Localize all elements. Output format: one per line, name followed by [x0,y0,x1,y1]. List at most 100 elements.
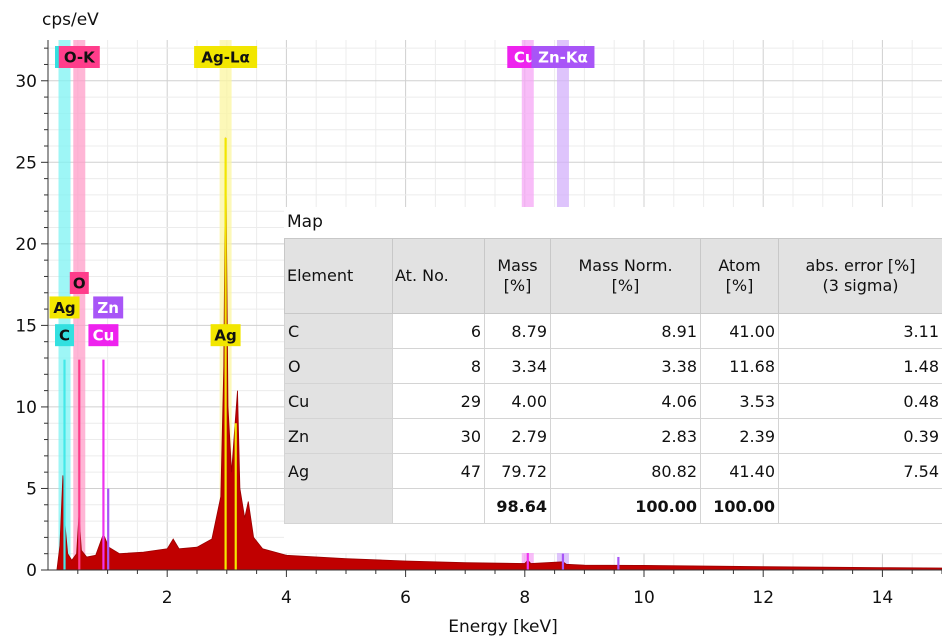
cell-element: O [284,348,393,384]
y-tick-label: 30 [15,72,37,92]
cell-mass-norm: 3.38 [550,348,701,384]
cell-mass-norm: 4.06 [550,383,701,419]
chart-axes [41,40,942,577]
cell-total-at-no [392,488,485,524]
x-tick-label: 2 [162,588,173,608]
x-tick-label: 8 [519,588,530,608]
table-row: Cu 29 4.00 4.06 3.53 0.48 [284,383,942,419]
cell-element: Ag [284,453,393,489]
peak-element-label: Zn [93,296,124,319]
element-lines [63,137,620,570]
cell-total-abs-error [778,488,942,524]
y-tick-label: 20 [15,235,37,255]
y-axis-title: cps/eV [42,10,99,30]
cell-at-no: 6 [392,313,485,349]
header-mass-line1: Mass [497,256,538,275]
label-box [69,271,89,294]
label-text: Ag [214,327,236,345]
cell-atom: 2.39 [700,418,779,454]
table-total-row: 98.64 100.00 100.00 [284,488,942,524]
x-tick-label: 4 [281,588,292,608]
results-table-title: Map [287,212,323,232]
cell-at-no: 29 [392,383,485,419]
cell-abs-error: 0.39 [778,418,942,454]
x-axis-title: Energy [keV] [448,617,558,637]
cell-mass-norm: 8.91 [550,313,701,349]
label-text: Ag-Lα [201,49,249,67]
peak-element-label: Cu [88,324,119,347]
cell-at-no: 8 [392,348,485,384]
cell-total-mass-norm: 100.00 [550,488,701,524]
peak-element-label: C [55,324,75,347]
label-box [531,46,595,68]
header-element: Element [284,238,393,314]
label-box [194,46,258,68]
label-text: Ag [53,299,75,317]
peak-element-label: Ag [49,296,80,319]
cell-mass-norm: 80.82 [550,453,701,489]
header-mass-norm-line1: Mass Norm. [578,256,673,275]
cell-mass-norm: 2.83 [550,418,701,454]
cell-abs-error: 1.48 [778,348,942,384]
label-box [55,324,75,347]
cell-total-element [284,488,393,524]
peak-element-label: Ag [210,324,241,347]
table-row: Zn 30 2.79 2.83 2.39 0.39 [284,418,942,454]
peak-element-label: O [69,271,89,294]
x-tick-label: 12 [752,588,774,608]
y-tick-label: 5 [26,479,37,499]
label-text: C [59,327,70,345]
label-text: Cu [93,327,115,345]
cell-element: Zn [284,418,393,454]
cell-atom: 41.40 [700,453,779,489]
header-at-no: At. No. [392,238,485,314]
cell-abs-error: 3.11 [778,313,942,349]
header-abs-error-line1: abs. error [%] [805,256,916,275]
top-element-label: Ag-Lα [194,46,258,68]
label-text: O [73,274,86,292]
label-box [88,324,119,347]
table-row: C 6 8.79 8.91 41.00 3.11 [284,313,942,349]
cell-total-mass: 98.64 [484,488,551,524]
header-atom: Atom [%] [700,238,779,314]
table-row: Ag 47 79.72 80.82 41.40 7.54 [284,453,942,489]
header-mass-norm-line2: [%] [611,276,640,295]
label-box [210,324,241,347]
cell-atom: 11.68 [700,348,779,384]
y-tick-label: 25 [15,153,37,173]
cell-mass: 2.79 [484,418,551,454]
cell-element: Cu [284,383,393,419]
y-tick-label: 10 [15,398,37,418]
x-tick-label: 14 [872,588,894,608]
header-mass-norm: Mass Norm. [%] [550,238,701,314]
label-box [93,296,124,319]
cell-atom: 3.53 [700,383,779,419]
label-box [49,296,80,319]
cell-mass: 4.00 [484,383,551,419]
table-row: O 8 3.34 3.38 11.68 1.48 [284,348,942,384]
header-mass: Mass [%] [484,238,551,314]
header-atom-line1: Atom [718,256,761,275]
header-abs-error: abs. error [%] (3 sigma) [778,238,942,314]
label-text: Zn-Kα [538,49,588,67]
label-text: Zn [97,299,119,317]
y-tick-label: 15 [15,316,37,336]
cell-at-no: 47 [392,453,485,489]
cell-abs-error: 0.48 [778,383,942,419]
cell-atom: 41.00 [700,313,779,349]
cell-total-atom: 100.00 [700,488,779,524]
x-tick-label: 10 [633,588,655,608]
results-header-row: Element At. No. Mass [%] Mass Norm. [%] … [284,238,942,314]
cell-mass: 79.72 [484,453,551,489]
cell-at-no: 30 [392,418,485,454]
top-element-label: O-K [58,46,100,68]
cell-element: C [284,313,393,349]
header-mass-line2: [%] [503,276,532,295]
results-table-panel: Map Element At. No. Mass [%] Mass Norm. … [284,207,942,553]
cell-mass: 8.79 [484,313,551,349]
label-text: O-K [64,49,96,67]
top-element-label: Zn-Kα [531,46,595,68]
results-table: Element At. No. Mass [%] Mass Norm. [%] … [284,238,942,524]
